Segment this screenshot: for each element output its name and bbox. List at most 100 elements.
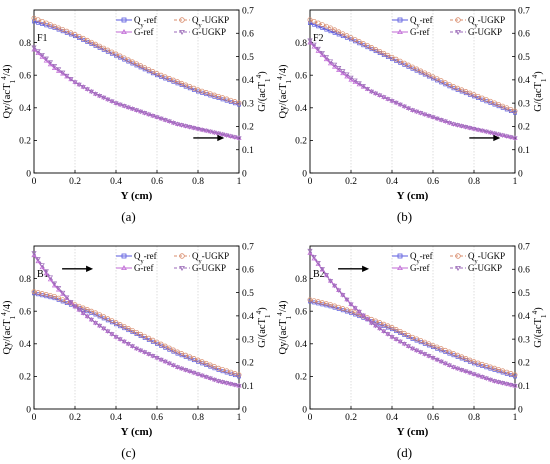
y-left-tick-label: 0.2	[295, 137, 307, 147]
data-point	[336, 67, 342, 72]
x-tick-label: 0	[32, 177, 37, 187]
data-point	[60, 70, 66, 76]
data-point	[207, 376, 213, 381]
data-point	[409, 346, 416, 352]
data-point	[76, 33, 82, 39]
data-point	[348, 77, 354, 82]
data-point	[203, 360, 209, 366]
data-point	[401, 330, 407, 336]
data-point	[446, 82, 452, 88]
legend-marker	[455, 253, 461, 259]
data-point	[344, 297, 350, 303]
data-point	[426, 341, 432, 347]
data-point	[434, 357, 440, 363]
data-point	[88, 39, 94, 45]
data-point	[385, 97, 391, 102]
data-point	[175, 349, 180, 355]
y-left-tick-label: 0	[26, 169, 31, 179]
panel-label: (d)	[397, 445, 412, 460]
data-point	[51, 282, 58, 288]
data-point	[422, 70, 428, 76]
data-point	[96, 93, 103, 99]
chart-panel-2: 0 0.2 0.4 0.6 0.8 100.20.40.60.800.10.20.30.4…	[275, 6, 548, 224]
data-point	[393, 56, 399, 62]
data-point	[438, 359, 444, 365]
data-point	[43, 269, 49, 274]
data-point	[219, 380, 226, 385]
x-axis-title: Y (cm)	[397, 190, 429, 202]
data-point	[495, 380, 502, 385]
x-tick-label: 0.8	[192, 177, 204, 187]
legend-entry: Qy-ref	[410, 15, 433, 29]
data-point	[195, 357, 201, 363]
data-point	[340, 31, 346, 37]
data-point	[385, 332, 391, 337]
data-point	[348, 308, 354, 314]
data-point	[150, 113, 156, 119]
data-point	[35, 17, 41, 23]
data-point	[129, 327, 135, 333]
data-point	[72, 80, 78, 85]
data-point	[76, 82, 82, 88]
data-point	[113, 320, 119, 326]
data-point	[228, 134, 234, 139]
data-point	[348, 75, 354, 81]
y-left-axis-title: Qy/(acT14/4)	[0, 64, 17, 118]
data-point	[467, 90, 473, 96]
data-point	[381, 329, 387, 334]
data-point	[389, 54, 395, 60]
series-line	[309, 19, 516, 112]
data-point	[129, 106, 136, 112]
data-point	[129, 59, 135, 65]
data-point	[311, 255, 317, 261]
data-point	[109, 332, 115, 337]
data-point	[31, 45, 37, 50]
y-left-tick-label: 0.6	[295, 308, 307, 318]
data-point	[88, 308, 94, 314]
plot-frame	[309, 9, 516, 174]
data-point	[446, 363, 453, 368]
legend-entry: Qy-ref	[134, 15, 157, 29]
data-point	[405, 62, 411, 68]
data-point	[414, 336, 420, 342]
data-point	[500, 381, 506, 386]
data-point	[496, 102, 502, 107]
data-point	[40, 22, 45, 26]
y-left-tick-label: 0	[302, 405, 307, 415]
data-point	[35, 49, 41, 54]
data-point	[80, 85, 86, 90]
legend-marker	[455, 30, 461, 35]
data-point	[47, 61, 54, 67]
data-point	[381, 50, 387, 56]
series-2	[307, 297, 518, 378]
data-point	[397, 339, 403, 345]
data-point	[105, 47, 111, 53]
data-point	[471, 372, 477, 377]
data-point	[55, 287, 62, 292]
data-point	[158, 72, 164, 78]
data-point	[162, 359, 168, 365]
data-point	[199, 127, 205, 133]
data-point	[368, 321, 375, 326]
plot-frame	[33, 9, 240, 174]
data-point	[430, 115, 436, 120]
data-point	[360, 41, 366, 47]
data-point	[450, 122, 457, 127]
legend-marker	[179, 30, 185, 35]
data-point	[51, 281, 58, 286]
data-point	[134, 329, 139, 335]
legend-marker	[121, 265, 127, 270]
data-point	[483, 376, 489, 381]
data-point	[344, 33, 350, 39]
data-point	[340, 69, 346, 74]
data-point	[174, 365, 181, 370]
data-point	[47, 60, 54, 65]
series-4	[307, 38, 518, 141]
data-point	[336, 288, 342, 293]
data-point	[356, 39, 362, 45]
data-point	[117, 337, 123, 342]
data-point	[442, 347, 448, 353]
y-right-tick-label: 0.3	[518, 335, 530, 345]
data-point	[92, 321, 99, 326]
y-right-tick-label: 0.7	[242, 242, 254, 252]
